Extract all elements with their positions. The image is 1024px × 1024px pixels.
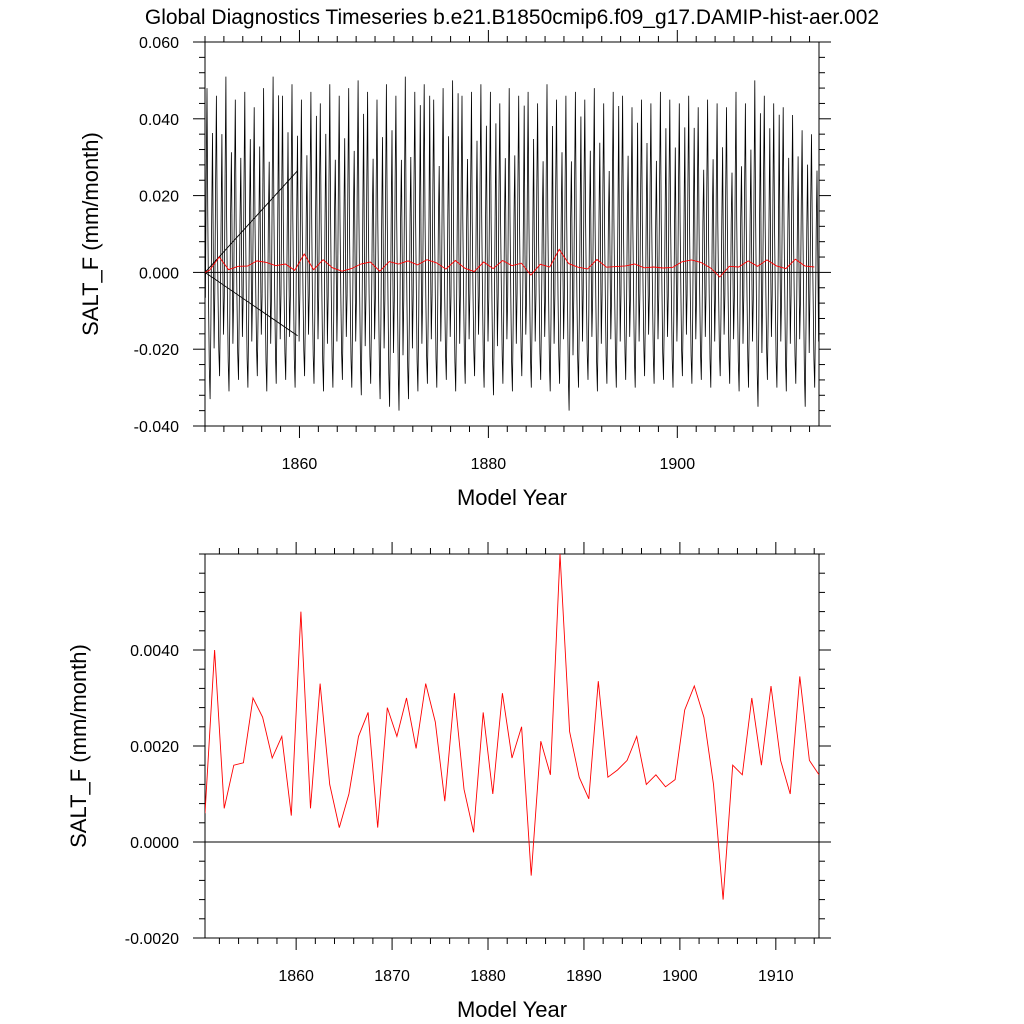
bottom-ytick-label: 0.0000: [130, 835, 179, 852]
top-panel-ylabel: SALT_F (mm/month): [78, 132, 103, 336]
bottom-xtick-label: 1870: [374, 968, 410, 985]
top-annual-series-line: [205, 248, 815, 278]
top-xtick-label: 1880: [471, 456, 507, 473]
top-monthly-series-line: [205, 76, 819, 411]
top-ytick-label: -0.020: [134, 342, 179, 359]
top-diagonal-upper: [204, 170, 298, 273]
top-ytick-label: 0.000: [139, 265, 179, 282]
top-plot-frame: [204, 41, 820, 427]
bottom-xtick-label: 1890: [566, 968, 602, 985]
top-xtick-label: 1900: [660, 456, 696, 473]
top-ytick-label: -0.040: [134, 419, 179, 436]
bottom-xtick-label: 1880: [470, 968, 506, 985]
top-panel-xlabel: Model Year: [457, 485, 567, 510]
top-ytick-label: 0.020: [139, 189, 179, 206]
bottom-ytick-label: 0.0040: [130, 643, 179, 660]
chart-title: Global Diagnostics Timeseries b.e21.B185…: [145, 6, 879, 29]
top-panel: Model Year SALT_F (mm/month) 1860 1880 190…: [78, 30, 831, 510]
bottom-xtick-label: 1860: [278, 968, 314, 985]
bottom-panel-ylabel: SALT_F (mm/month): [66, 644, 91, 848]
bottom-annual-series-line: [205, 554, 819, 900]
bottom-ytick-label: 0.0020: [130, 739, 179, 756]
top-xtick-label: 1860: [282, 456, 318, 473]
bottom-ytick-label: -0.0020: [125, 931, 179, 948]
bottom-panel-xlabel: Model Year: [457, 997, 567, 1022]
bottom-xtick-label: 1910: [758, 968, 794, 985]
top-ytick-label: 0.040: [139, 112, 179, 129]
top-ytick-label: 0.060: [139, 35, 179, 52]
bottom-plot-frame: [204, 553, 820, 939]
top-diagonal-lower: [204, 272, 298, 337]
bottom-panel: Model Year SALT_F (mm/month) 1860 1870 188…: [66, 542, 831, 1022]
bottom-xtick-label: 1900: [662, 968, 698, 985]
